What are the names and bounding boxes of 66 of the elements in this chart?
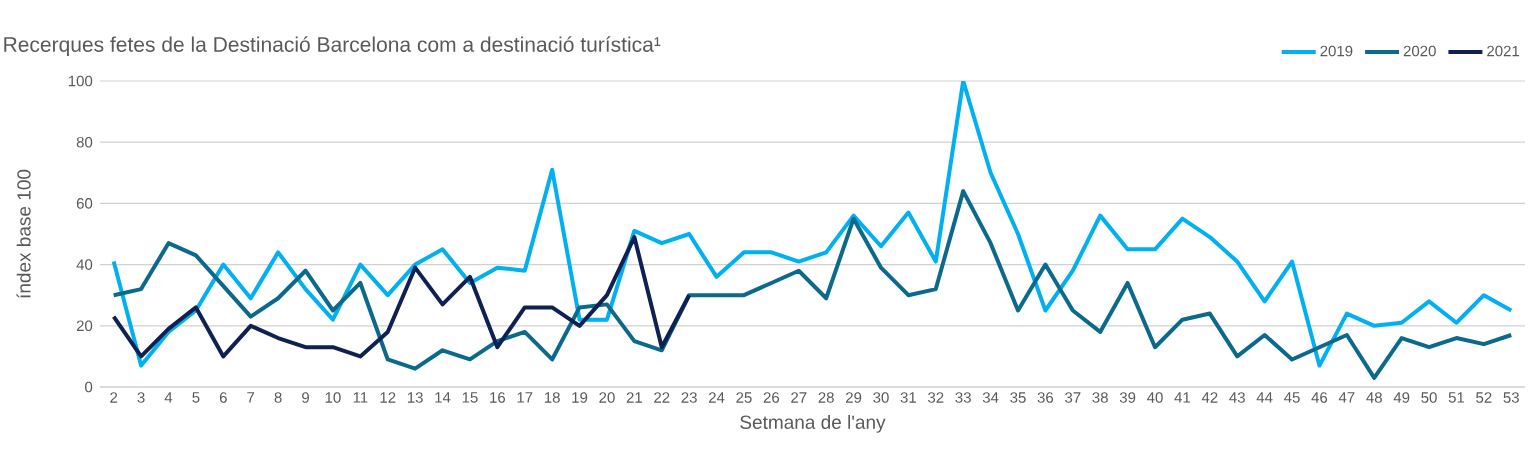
y-tick-label: 100 bbox=[68, 75, 93, 87]
x-tick-label: 42 bbox=[1201, 392, 1218, 403]
y-tick-label: 20 bbox=[76, 320, 93, 332]
x-tick-label: 13 bbox=[407, 392, 423, 403]
legend-label: 2020 bbox=[1403, 45, 1436, 57]
x-tick-label: 44 bbox=[1256, 392, 1273, 403]
x-tick-label: 40 bbox=[1147, 392, 1163, 403]
x-tick-label: 31 bbox=[900, 392, 916, 403]
x-tick-label: 32 bbox=[928, 392, 944, 403]
legend-label: 2019 bbox=[1320, 45, 1353, 57]
y-tick-label: 80 bbox=[76, 136, 93, 148]
x-tick-label: 47 bbox=[1338, 392, 1355, 403]
x-tick-label: 18 bbox=[544, 392, 560, 403]
x-tick-label: 5 bbox=[192, 392, 200, 403]
x-tick-label: 39 bbox=[1119, 392, 1136, 403]
x-tick-label: 49 bbox=[1393, 392, 1410, 403]
x-tick-label: 53 bbox=[1503, 392, 1519, 403]
x-tick-label: 48 bbox=[1366, 392, 1382, 403]
x-tick-label: 29 bbox=[845, 392, 862, 403]
legend-label: 2021 bbox=[1487, 45, 1520, 57]
x-axis-title: Setmana de l'any bbox=[740, 415, 886, 433]
x-tick-label: 28 bbox=[818, 392, 834, 403]
x-tick-label: 3 bbox=[137, 392, 145, 403]
y-tick-label: 0 bbox=[85, 381, 93, 393]
x-tick-label: 8 bbox=[274, 392, 282, 403]
x-tick-label: 17 bbox=[517, 392, 533, 403]
x-tick-label: 20 bbox=[599, 392, 615, 403]
x-tick-label: 6 bbox=[219, 392, 227, 403]
line-series bbox=[111, 235, 692, 359]
x-tick-label: 43 bbox=[1229, 392, 1245, 403]
x-tick-label: 46 bbox=[1311, 392, 1328, 403]
x-tick-label: 33 bbox=[955, 392, 971, 403]
x-tick-label: 34 bbox=[982, 392, 999, 403]
x-tick-label: 15 bbox=[462, 392, 478, 403]
x-tick-label: 30 bbox=[873, 392, 889, 403]
x-tick-label: 2 bbox=[110, 392, 118, 403]
x-tick-label: 16 bbox=[490, 392, 506, 403]
y-tick-label: 40 bbox=[76, 259, 93, 270]
x-tick-label: 52 bbox=[1476, 392, 1492, 403]
x-tick-label: 24 bbox=[708, 392, 725, 403]
x-tick-label: 23 bbox=[681, 392, 697, 403]
y-axis-title: índex base 100 bbox=[16, 169, 31, 298]
x-tick-label: 50 bbox=[1421, 392, 1437, 403]
x-tick-label: 7 bbox=[247, 392, 255, 403]
x-tick-label: 36 bbox=[1037, 392, 1054, 403]
x-tick-label: 19 bbox=[572, 392, 588, 403]
x-tick-label: 41 bbox=[1174, 392, 1191, 403]
x-tick-label: 27 bbox=[791, 392, 807, 403]
y-tick-label: 60 bbox=[76, 198, 93, 209]
line-series bbox=[111, 81, 1514, 368]
x-tick-label: 22 bbox=[654, 392, 670, 403]
chart-title: Recerques fetes de la Destinació Barcelona com a destinació turística¹ bbox=[4, 36, 661, 57]
x-tick-label: 11 bbox=[353, 392, 368, 403]
x-tick-label: 51 bbox=[1448, 392, 1465, 403]
x-tick-label: 45 bbox=[1284, 392, 1300, 403]
x-tick-label: 35 bbox=[1010, 392, 1026, 403]
x-tick-label: 14 bbox=[435, 392, 451, 403]
x-tick-label: 38 bbox=[1092, 392, 1108, 403]
x-tick-label: 37 bbox=[1065, 392, 1081, 403]
x-tick-label: 9 bbox=[302, 392, 309, 403]
x-tick-label: 21 bbox=[626, 392, 642, 403]
x-tick-label: 10 bbox=[325, 392, 341, 403]
x-tick-label: 12 bbox=[380, 392, 396, 403]
x-tick-label: 26 bbox=[763, 392, 780, 403]
x-tick-label: 25 bbox=[736, 392, 752, 403]
x-tick-label: 4 bbox=[164, 392, 173, 403]
